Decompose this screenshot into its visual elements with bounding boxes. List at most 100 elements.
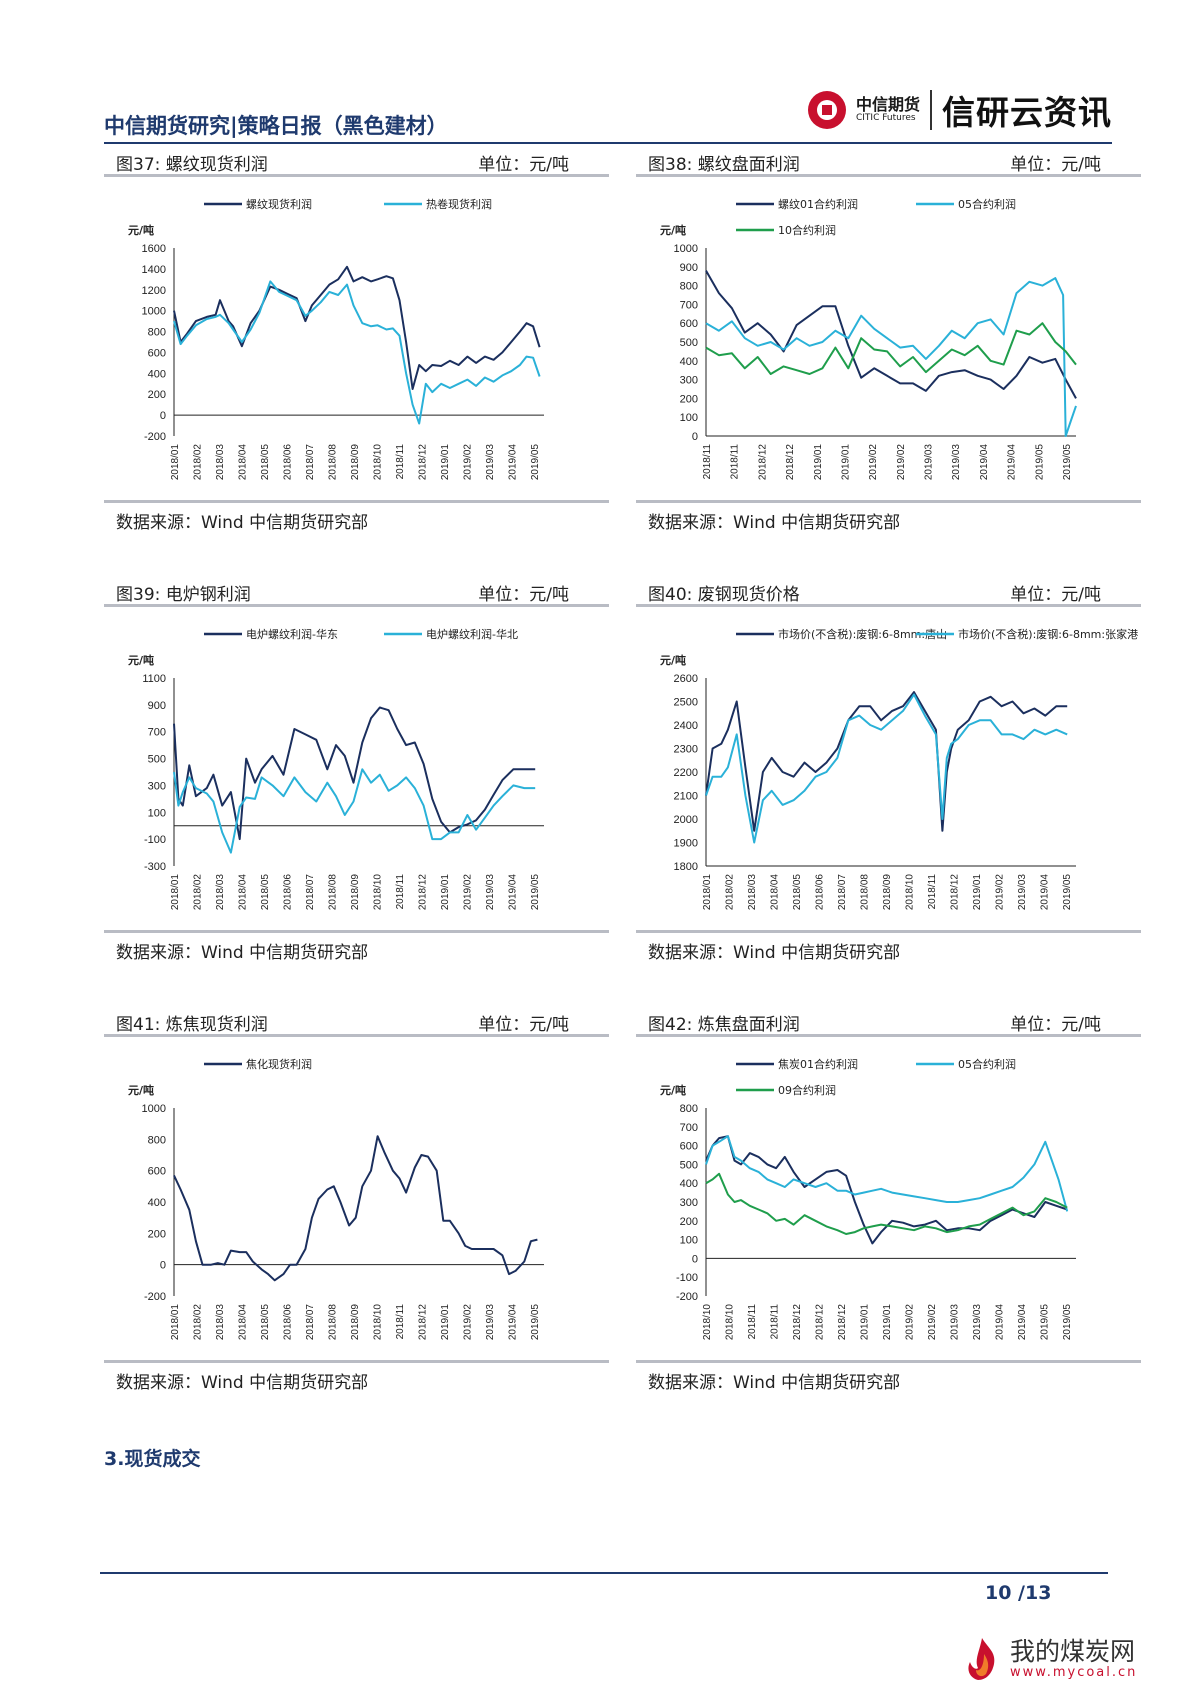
x-tick-label: 2019/04 bbox=[508, 1304, 519, 1341]
chart-area: 2600 2500 2400 2300 2200 2100 2000 1900 1800 元/吨 2… bbox=[636, 612, 1141, 933]
x-tick-label: 2018/03 bbox=[215, 1304, 226, 1341]
figure-header: 图39: 电炉钢利润 单位：元/吨 bbox=[104, 576, 609, 607]
x-tick-label: 2019/04 bbox=[1017, 1304, 1028, 1341]
legend-label: 电炉螺纹利润-华北 bbox=[426, 627, 518, 641]
x-tick-label: 2019/01 bbox=[972, 874, 983, 911]
x-tick-label: 2018/10 bbox=[373, 874, 384, 911]
x-tick-label: 2018/12 bbox=[418, 444, 429, 481]
x-tick-label: 2019/05 bbox=[530, 1304, 541, 1341]
x-tick-label: 2018/10 bbox=[373, 444, 384, 481]
logo-cn: 中信期货 bbox=[855, 95, 920, 115]
y-tick-label: 0 bbox=[692, 1253, 698, 1265]
figure-unit: 单位：元/吨 bbox=[1010, 155, 1101, 175]
y-tick-label: 900 bbox=[148, 700, 166, 712]
legend-label: 市场价(不含税):废钢:6-8mm:唐山 bbox=[778, 627, 947, 641]
x-tick-label: 2018/11 bbox=[702, 444, 713, 480]
figure-header: 图38: 螺纹盘面利润 单位：元/吨 bbox=[636, 146, 1141, 177]
x-tick-label: 2018/03 bbox=[747, 874, 758, 911]
brand-name: 信研云资讯 bbox=[942, 93, 1112, 132]
report-title: 中信期货研究|策略日报（黑色建材） bbox=[104, 114, 448, 138]
x-tick-label: 2018/12 bbox=[785, 444, 796, 481]
y-tick-label: 100 bbox=[680, 412, 698, 424]
x-tick-label: 2018/03 bbox=[215, 444, 226, 481]
y-tick-label: 2300 bbox=[674, 744, 698, 756]
x-tick-label: 2018/05 bbox=[792, 874, 803, 911]
y-tick-label: -100 bbox=[676, 1272, 698, 1284]
watermark-title: 我的煤炭网 bbox=[1010, 1637, 1136, 1667]
series-line bbox=[173, 706, 536, 841]
series-line bbox=[705, 277, 1077, 437]
x-tick-label: 2018/12 bbox=[418, 874, 429, 911]
x-tick-label: 2018/01 bbox=[170, 1304, 181, 1341]
y-tick-label: 2600 bbox=[674, 673, 698, 685]
figure-source: 数据来源：Wind 中信期货研究部 bbox=[648, 513, 901, 533]
y-axis-unit: 元/吨 bbox=[660, 1083, 686, 1097]
series-line bbox=[705, 1135, 1068, 1245]
chart-area: 1600 1400 1200 1000 800 600 400 200 0 -200 元/吨 2018… bbox=[104, 182, 609, 503]
x-tick-label: 2019/04 bbox=[508, 874, 519, 911]
figure-source: 数据来源：Wind 中信期货研究部 bbox=[648, 943, 901, 963]
y-tick-label: 700 bbox=[680, 299, 698, 311]
x-tick-label: 2018/11 bbox=[395, 874, 406, 910]
series-line bbox=[705, 1135, 1069, 1212]
x-tick-label: 2019/03 bbox=[485, 1304, 496, 1341]
y-tick-label: 0 bbox=[160, 1260, 166, 1272]
y-tick-label: 200 bbox=[148, 389, 166, 401]
figure-source: 数据来源：Wind 中信期货研究部 bbox=[116, 1373, 369, 1393]
header-rule bbox=[104, 142, 1112, 144]
x-tick-label: 2019/04 bbox=[1040, 874, 1051, 911]
x-tick-label: 2019/05 bbox=[1034, 444, 1045, 481]
x-tick-label: 2018/04 bbox=[238, 1304, 249, 1341]
y-tick-label: 400 bbox=[148, 368, 166, 380]
x-tick-label: 2018/01 bbox=[702, 874, 713, 911]
series-line bbox=[173, 280, 541, 425]
series-line bbox=[705, 1172, 1068, 1235]
y-tick-label: 2400 bbox=[674, 720, 698, 732]
figure-title: 图40: 废钢现货价格 bbox=[648, 585, 800, 605]
y-tick-label: 900 bbox=[680, 262, 698, 274]
legend-label: 市场价(不含税):废钢:6-8mm:张家港 bbox=[958, 627, 1138, 641]
y-axis-unit: 元/吨 bbox=[128, 223, 154, 237]
x-tick-label: 2019/02 bbox=[927, 1304, 938, 1341]
y-axis-unit: 元/吨 bbox=[128, 1083, 154, 1097]
x-tick-label: 2018/11 bbox=[395, 444, 406, 480]
line-chart: 10009008007006005004003002001000元/吨2018/… bbox=[660, 197, 1077, 481]
legend-label: 09合约利润 bbox=[778, 1083, 836, 1097]
y-tick-label: -200 bbox=[144, 1291, 166, 1303]
figure-unit: 单位：元/吨 bbox=[1010, 585, 1101, 605]
x-tick-label: 2018/04 bbox=[238, 874, 249, 911]
y-tick-label: 400 bbox=[680, 356, 698, 368]
x-tick-label: 2019/01 bbox=[440, 874, 451, 911]
x-tick-label: 2018/05 bbox=[260, 874, 271, 911]
y-tick-label: 600 bbox=[148, 1166, 166, 1178]
x-tick-label: 2018/04 bbox=[770, 874, 781, 911]
x-tick-label: 2019/05 bbox=[1040, 1304, 1051, 1341]
figure-header: 图37: 螺纹现货利润 单位：元/吨 bbox=[104, 146, 609, 177]
y-tick-label: 300 bbox=[148, 780, 166, 792]
y-tick-label: 800 bbox=[680, 1103, 698, 1115]
citic-logo-icon bbox=[807, 91, 846, 129]
figure-header: 图41: 炼焦现货利润 单位：元/吨 bbox=[104, 1006, 609, 1037]
legend-label: 10合约利润 bbox=[778, 223, 836, 237]
page-number: 10 /13 bbox=[985, 1582, 1052, 1604]
x-tick-label: 2019/03 bbox=[1017, 874, 1028, 911]
x-tick-label: 2018/06 bbox=[283, 444, 294, 481]
watermark-text: 我的煤炭网 www.mycoal.cn bbox=[1010, 1638, 1137, 1680]
y-tick-label: 1000 bbox=[142, 1103, 166, 1115]
y-tick-label: 100 bbox=[148, 807, 166, 819]
figure-source: 数据来源：Wind 中信期货研究部 bbox=[116, 513, 369, 533]
figure-panel: 图42: 炼焦盘面利润 单位：元/吨 800 700 600 500 400 300 200… bbox=[636, 1006, 1141, 1411]
y-tick-label: 600 bbox=[680, 318, 698, 330]
x-tick-label: 2019/04 bbox=[508, 444, 519, 481]
chart-area: 1100 900 700 500 300 100 -100 -300 元/吨 2018/01 201… bbox=[104, 612, 609, 933]
watermark: 我的煤炭网 www.mycoal.cn bbox=[962, 1636, 1137, 1682]
flame-icon bbox=[968, 1638, 995, 1680]
x-tick-label: 2018/04 bbox=[238, 444, 249, 481]
x-tick-label: 2019/05 bbox=[1062, 444, 1073, 481]
y-tick-label: 500 bbox=[148, 754, 166, 766]
legend-label: 电炉螺纹利润-华东 bbox=[246, 627, 338, 641]
legend-label: 焦化现货利润 bbox=[246, 1057, 312, 1071]
logo-separator bbox=[930, 90, 932, 130]
logo-en: CITIC Futures bbox=[855, 112, 916, 123]
y-tick-label: 0 bbox=[692, 431, 698, 443]
